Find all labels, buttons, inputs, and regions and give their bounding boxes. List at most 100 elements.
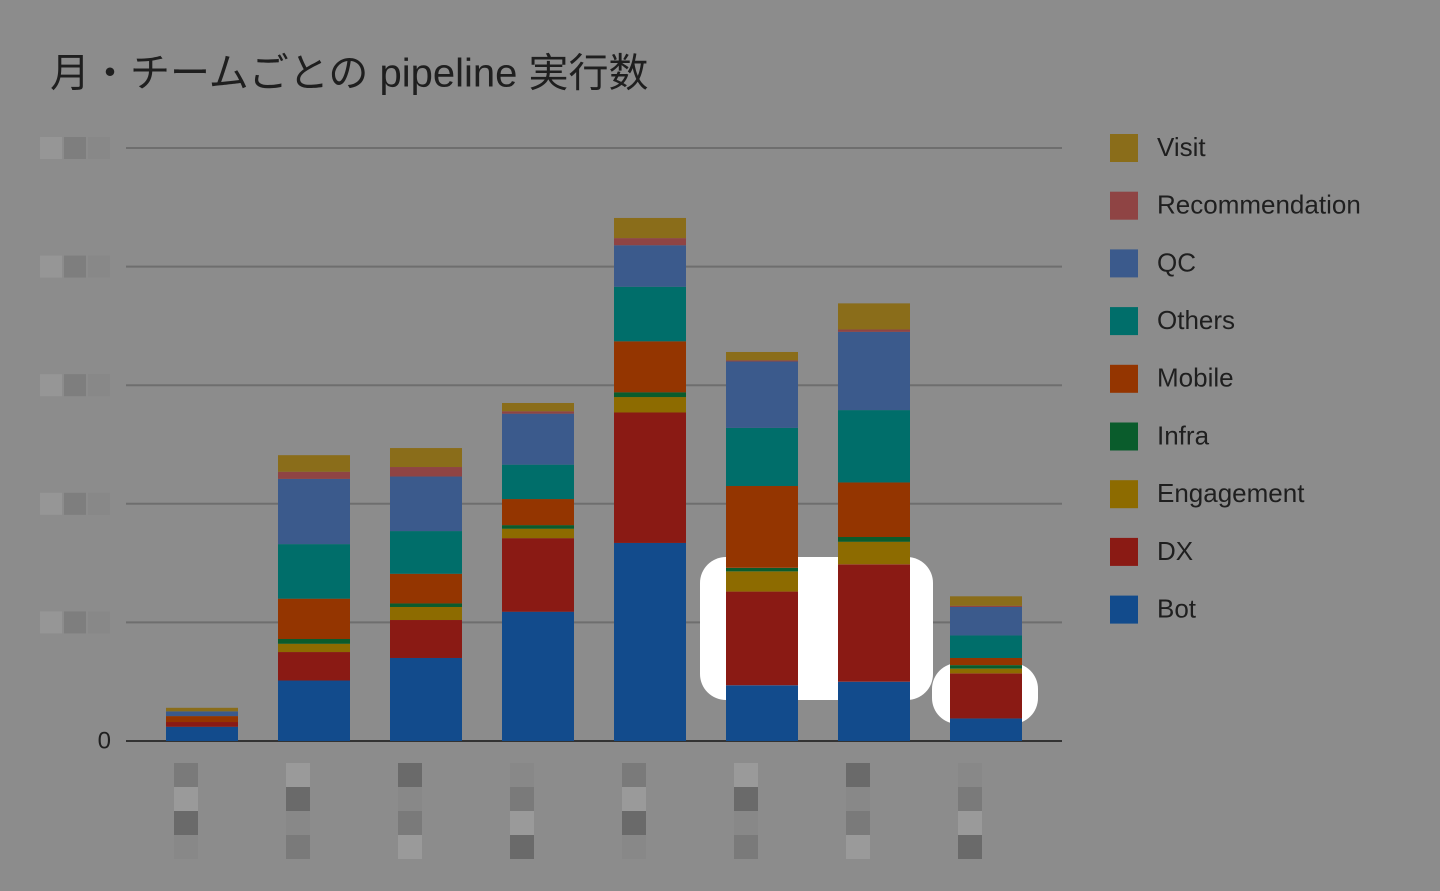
bar-segment	[726, 351, 798, 361]
obscured-label	[622, 811, 646, 835]
bar-segment	[390, 620, 462, 658]
obscured-label	[286, 835, 310, 859]
bar-segment	[838, 681, 910, 741]
obscured-label	[286, 787, 310, 811]
obscured-label	[398, 787, 422, 811]
obscured-label	[174, 763, 198, 787]
bar-segment	[278, 680, 350, 741]
bar-segment	[166, 716, 238, 723]
obscured-label	[510, 787, 534, 811]
bar-segment	[726, 571, 798, 592]
obscured-label	[622, 763, 646, 787]
bar-segment	[726, 567, 798, 572]
chart-title: 月・チームごとの pipeline 実行数	[50, 52, 649, 96]
bar-segment	[614, 397, 686, 413]
obscured-label	[88, 255, 110, 278]
obscured-label	[958, 811, 982, 835]
bar-segment	[278, 652, 350, 681]
bar-segment	[838, 331, 910, 411]
bar-segment	[166, 707, 238, 712]
bar-segment	[502, 538, 574, 612]
obscured-label	[398, 811, 422, 835]
legend-swatch	[1110, 422, 1138, 451]
obscured-label	[174, 787, 198, 811]
legend-swatch	[1110, 595, 1138, 624]
obscured-label	[958, 835, 982, 859]
bar-segment	[502, 528, 574, 539]
obscured-label	[88, 611, 110, 634]
obscured-label	[286, 811, 310, 835]
obscured-label	[88, 374, 110, 397]
y-tick-label: 0	[98, 727, 111, 754]
obscured-label	[734, 763, 758, 787]
bar-segment	[726, 591, 798, 686]
bar-segment	[502, 499, 574, 526]
obscured-label	[734, 835, 758, 859]
bar-segment	[278, 639, 350, 644]
bar-segment	[614, 217, 686, 239]
obscured-label	[846, 811, 870, 835]
legend-label: DX	[1157, 536, 1193, 566]
legend-label: QC	[1157, 247, 1196, 277]
bar-segment	[390, 657, 462, 741]
bar-segment	[726, 360, 798, 362]
obscured-label	[958, 787, 982, 811]
bar-segment	[614, 542, 686, 741]
bar-segment	[950, 665, 1022, 669]
bar-segment	[614, 341, 686, 393]
bar-segment	[726, 486, 798, 568]
bar-segment	[502, 402, 574, 412]
bar-segment	[950, 605, 1022, 607]
legend-label: Recommendation	[1157, 190, 1361, 220]
bar-segment	[950, 673, 1022, 719]
bar-segment	[614, 392, 686, 398]
bar-segment	[390, 573, 462, 604]
legend-swatch	[1110, 134, 1138, 162]
bar-segment	[950, 596, 1022, 606]
obscured-label	[398, 835, 422, 859]
legend-label: Engagement	[1157, 478, 1305, 508]
legend-label: Bot	[1157, 593, 1197, 623]
bar-segment	[278, 544, 350, 599]
obscured-label	[958, 763, 982, 787]
obscured-label	[40, 137, 62, 159]
bar-segment	[950, 718, 1022, 741]
obscured-label	[64, 611, 86, 634]
bar-segment	[614, 245, 686, 287]
bar-segment	[166, 711, 238, 717]
bar-segment	[950, 657, 1022, 666]
bar-segment	[390, 603, 462, 607]
bar-segment	[838, 537, 910, 542]
legend-swatch	[1110, 364, 1138, 393]
obscured-label	[286, 763, 310, 787]
bar-segment	[390, 606, 462, 621]
bar-segment	[278, 598, 350, 640]
bar-segment	[726, 427, 798, 487]
bar-segment	[502, 413, 574, 465]
obscured-label	[510, 763, 534, 787]
bar-segment	[838, 541, 910, 565]
bar-segment	[950, 606, 1022, 636]
bar-segment	[502, 411, 574, 414]
obscured-label	[622, 835, 646, 859]
bar-segment	[502, 525, 574, 529]
obscured-label	[622, 787, 646, 811]
obscured-label	[734, 787, 758, 811]
legend-label: Mobile	[1157, 363, 1234, 393]
bar-segment	[278, 471, 350, 479]
legend-label: Infra	[1157, 420, 1210, 450]
bar-segment	[838, 303, 910, 330]
legend-swatch	[1110, 249, 1138, 278]
legend-swatch	[1110, 191, 1138, 220]
bar-segment	[278, 455, 350, 472]
bar-segment	[950, 635, 1022, 658]
obscured-label	[40, 492, 62, 515]
obscured-label	[64, 374, 86, 397]
bar-segment	[166, 726, 238, 741]
bar-segment	[278, 643, 350, 653]
obscured-label	[64, 492, 86, 515]
obscured-label	[846, 763, 870, 787]
bar-segment	[838, 564, 910, 682]
